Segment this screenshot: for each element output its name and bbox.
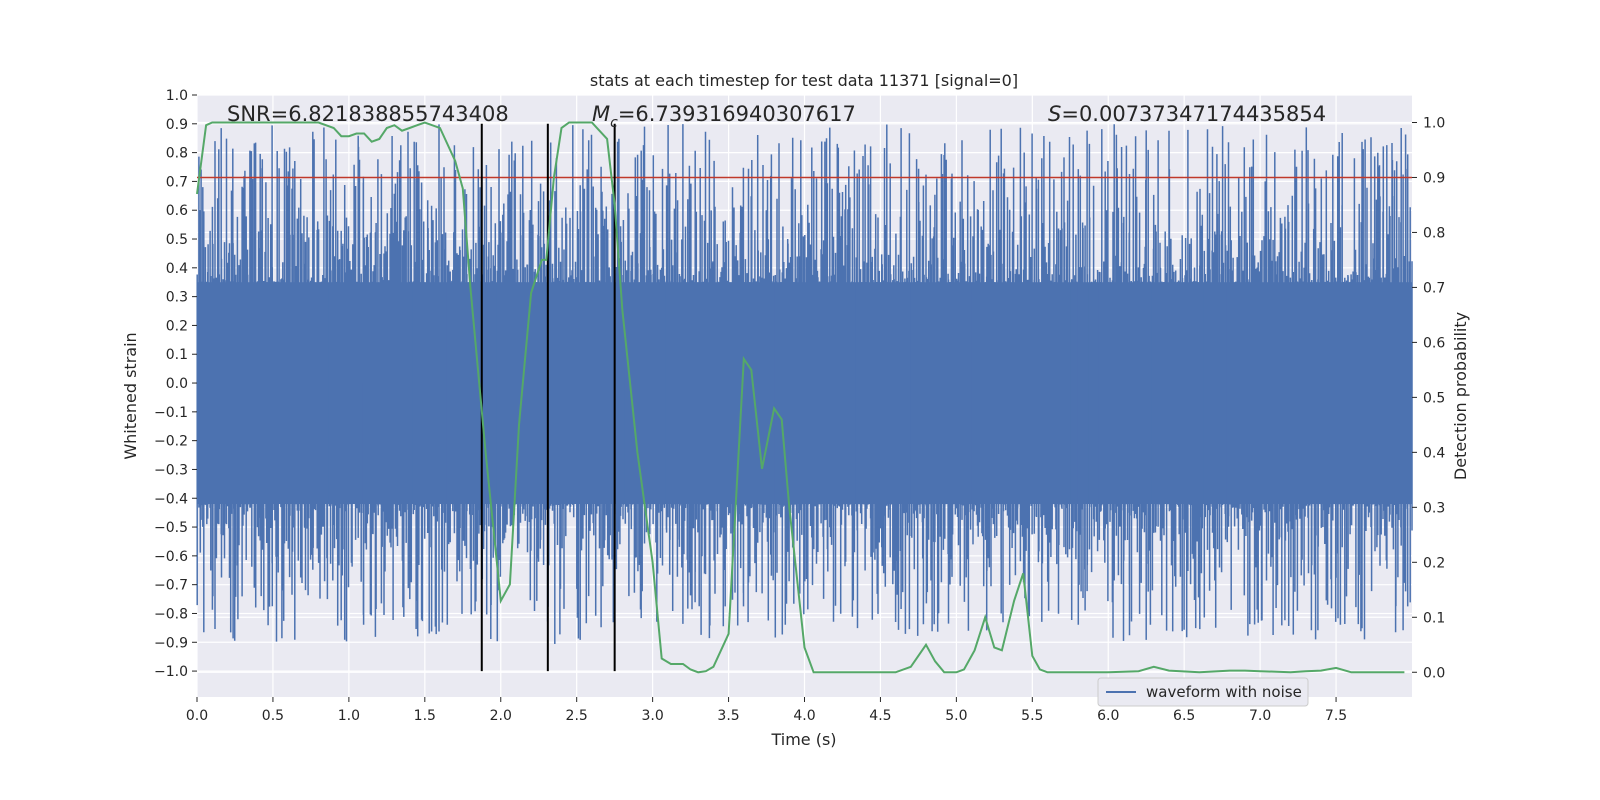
y-tick-label: −0.4 [154, 491, 188, 507]
detection-probability-line [196, 121, 1405, 674]
y2-tick-label: 1.0 [1423, 115, 1445, 131]
y-tick-label: 0.1 [166, 347, 188, 363]
y2-tick-label: 0.0 [1423, 665, 1445, 681]
y-tick-label: 0.7 [166, 174, 188, 190]
legend-label: waveform with noise [1146, 683, 1302, 701]
y-tick-label: −0.6 [154, 549, 188, 565]
y-tick-label: 0.2 [166, 318, 188, 334]
y-tick-label: −0.9 [154, 635, 188, 651]
y-tick-label: −0.8 [154, 606, 188, 622]
axis-ticks: 0.0 0.5 1.0 1.5 2.0 2.5 3.0 3.5 4.0 4.5 5.0 5.5 6.0 6… [154, 88, 1445, 724]
y2-axis-label: Detection probability [1451, 312, 1470, 480]
x-tick-label: 1.5 [414, 708, 436, 724]
x-tick-label: 6.5 [1173, 708, 1195, 724]
y-tick-label: 0.5 [166, 232, 188, 248]
chirp-mass-symbol: M [592, 102, 610, 126]
x-tick-label: 1.0 [338, 708, 360, 724]
x-tick-label: 5.0 [945, 708, 967, 724]
probability-series [196, 121, 1405, 674]
x-tick-label: 3.5 [717, 708, 739, 724]
x-tick-label: 2.0 [490, 708, 512, 724]
x-tick-label: 3.0 [641, 708, 663, 724]
y2-tick-label: 0.3 [1423, 500, 1445, 516]
waveform-series [196, 124, 1413, 644]
y-tick-label: 0.0 [166, 376, 188, 392]
x-tick-label: 7.5 [1325, 708, 1347, 724]
y-tick-label: −0.7 [154, 578, 188, 594]
waveform-spikes [196, 124, 1413, 644]
x-tick-label: 7.0 [1249, 708, 1271, 724]
x-tick-label: 6.0 [1097, 708, 1119, 724]
y-tick-label: −0.2 [154, 434, 188, 450]
y2-tick-label: 0.4 [1423, 445, 1445, 461]
y-tick-label: −0.1 [154, 405, 188, 421]
y-axis-label: Whitened strain [121, 332, 140, 459]
chirp-mass-value: =6.739316940307617 [618, 102, 856, 126]
y2-tick-label: 0.1 [1423, 610, 1445, 626]
y2-tick-label: 0.8 [1423, 225, 1445, 241]
chirp-mass-subscript: c [610, 115, 618, 131]
x-axis-label: Time (s) [770, 730, 836, 749]
y-tick-label: 0.8 [166, 146, 188, 162]
y2-tick-label: 0.5 [1423, 390, 1445, 406]
x-tick-label: 2.5 [566, 708, 588, 724]
y-tick-label: 0.9 [166, 117, 188, 133]
x-tick-label: 5.5 [1021, 708, 1043, 724]
x-tick-label: 0.0 [186, 708, 208, 724]
y-tick-label: 1.0 [166, 88, 188, 104]
snr-annotation: SNR=6.821838855743408 [227, 102, 509, 126]
y-tick-label: −1.0 [154, 664, 188, 680]
y-tick-label: 0.3 [166, 290, 188, 306]
y-tick-label: −0.3 [154, 462, 188, 478]
s-symbol: S [1048, 102, 1061, 126]
y2-tick-label: 0.6 [1423, 335, 1445, 351]
y2-tick-label: 0.7 [1423, 280, 1445, 296]
y2-tick-label: 0.9 [1423, 170, 1445, 186]
legend: waveform with noise [1097, 677, 1309, 707]
s-value: =0.00737347174435854 [1061, 102, 1326, 126]
chirp-mass-annotation: Mc=6.739316940307617 [592, 102, 856, 131]
x-tick-label: 4.5 [869, 708, 891, 724]
x-tick-label: 0.5 [262, 708, 284, 724]
y-tick-label: 0.6 [166, 203, 188, 219]
y-tick-label: 0.4 [166, 261, 188, 277]
y-tick-label: −0.5 [154, 520, 188, 536]
x-tick-label: 4.0 [793, 708, 815, 724]
s-annotation: S=0.00737347174435854 [1048, 102, 1326, 126]
y2-tick-label: 0.2 [1423, 555, 1445, 571]
legend-box [1097, 677, 1309, 707]
chart-title: stats at each timestep for test data 113… [590, 71, 1018, 90]
